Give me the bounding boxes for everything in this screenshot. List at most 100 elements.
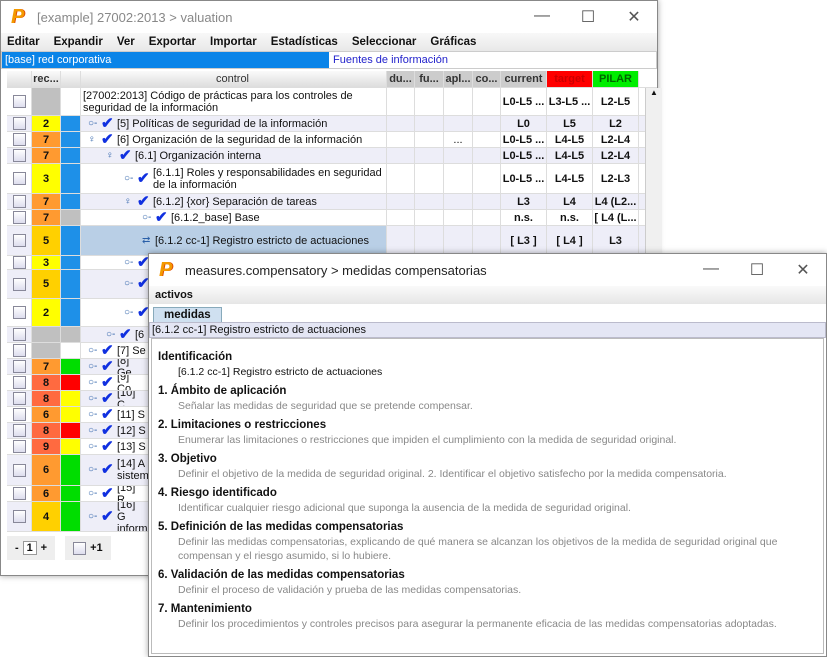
level-stepper: - 1 + [7,536,56,560]
key-icon[interactable]: ○- [88,424,98,436]
menu-seleccionar[interactable]: Seleccionar [351,36,417,48]
row-checkbox[interactable] [12,510,26,523]
key-icon[interactable]: ○- [88,376,98,388]
row-checkbox[interactable] [12,424,26,437]
key-icon[interactable]: ○- [124,256,134,268]
key-icon[interactable]: ○- [124,172,134,184]
header-du[interactable]: du... [387,71,415,87]
header-target[interactable]: target [547,71,593,87]
menu-expandir[interactable]: Expandir [53,36,103,48]
close-button[interactable]: ✕ [627,9,641,26]
compensatory-link-icon[interactable]: ⇄ [142,234,151,246]
menu-editar[interactable]: Editar [7,36,40,48]
header-control[interactable]: control [81,71,387,87]
key-icon[interactable]: ○- [88,392,98,404]
key-icon[interactable]: ○- [88,487,98,499]
row-checkbox[interactable] [12,360,26,373]
header-select[interactable] [7,71,32,87]
table-row[interactable]: 7 ♀ ✔ [6.1.2] {xor} Separación de tareas L… [7,194,657,210]
key-icon[interactable]: ○- [142,211,152,223]
row-checkbox[interactable] [12,408,26,421]
rec-value: 3 [32,256,61,269]
decrement-button[interactable]: - [15,542,19,554]
close-button[interactable]: ✕ [796,262,810,279]
key-icon[interactable]: ○- [124,278,134,289]
plus-one-checkbox[interactable] [73,541,87,555]
tab-medidas[interactable]: medidas [153,307,222,322]
current-cell: L0 [501,116,547,131]
increment-button[interactable]: + [40,542,48,554]
status-color [61,327,81,342]
control-name: [12] S [117,424,146,437]
key-icon[interactable]: ○- [88,464,98,475]
table-row[interactable]: [27002:2013] Código de prácticas para lo… [7,88,657,116]
menu-estadisticas[interactable]: Estadísticas [270,36,338,48]
row-checkbox[interactable] [12,195,26,208]
table-row[interactable]: 5 ⇄ [6.1.2 cc-1] Registro estricto de act… [7,226,657,256]
key-icon[interactable]: ○- [88,440,98,452]
row-checkbox[interactable] [12,117,26,130]
minimize-button[interactable]: — [534,7,550,24]
row-checkbox[interactable] [12,211,26,224]
header-pilar[interactable]: PILAR [593,71,639,87]
table-row[interactable]: 2 ○- ✔ [5] Políticas de seguridad de la in… [7,116,657,132]
status-color [61,299,81,326]
menu-activos[interactable]: activos [149,286,826,304]
key-icon[interactable]: ○- [124,306,134,318]
rec-value: 4 [32,502,61,531]
tab-fuentes-de-informacion[interactable]: Fuentes de información [333,54,448,66]
row-checkbox[interactable] [12,256,26,269]
key-icon[interactable]: ○- [88,117,98,129]
header-apl[interactable]: apl... [444,71,473,87]
row-checkbox[interactable] [12,95,26,108]
plus-one-toggle[interactable]: +1 [65,536,111,560]
header-rec[interactable]: rec... [32,71,61,87]
table-row[interactable]: 7 ♀ ✔ [6] Organización de la seguridad de … [7,132,657,148]
row-checkbox[interactable] [12,172,26,185]
table-row[interactable]: 7 ○- ✔ [6.1.2_base] Base n.s. n.s. [ L4 (L… [7,210,657,226]
row-checkbox[interactable] [12,463,26,477]
key-icon[interactable]: ○- [88,408,98,420]
key-icon[interactable]: ○- [88,344,98,356]
apl-cell [444,226,473,255]
node-expand-icon[interactable]: ♀ [88,133,96,145]
rec-value [32,327,61,342]
key-icon[interactable]: ○- [106,328,116,340]
menu-ver[interactable]: Ver [116,36,135,48]
menu-importar[interactable]: Importar [210,36,257,48]
scroll-up-icon[interactable]: ▲ [650,88,658,97]
level-input[interactable]: 1 [22,541,37,555]
maximize-button[interactable]: ☐ [580,9,596,26]
row-checkbox[interactable] [12,234,26,247]
node-expand-icon[interactable]: ♀ [106,149,114,161]
row-checkbox[interactable] [12,376,26,389]
maximize-button[interactable]: ☐ [749,262,765,279]
header-current[interactable]: current [501,71,547,87]
row-checkbox[interactable] [12,392,26,405]
row-checkbox[interactable] [12,487,26,500]
target-cell: L4-L5 [547,148,593,163]
minimize-button[interactable]: — [703,260,719,277]
row-checkbox[interactable] [12,440,26,453]
row-checkbox[interactable] [12,306,26,319]
row-checkbox[interactable] [12,328,26,341]
header-color[interactable] [61,71,81,87]
table-row[interactable]: 7 ♀ ✔ [6.1] Organización interna L0-L5 ...… [7,148,657,164]
measure-details: Identificación [6.1.2 cc-1] Registro estr… [151,338,824,654]
menu-exportar[interactable]: Exportar [148,36,197,48]
row-checkbox[interactable] [12,344,26,357]
tab-base-red-corporativa[interactable]: [base] red corporativa [2,52,329,68]
menu-graficas[interactable]: Gráficas [430,36,477,48]
table-row[interactable]: 3 ○- ✔ [6.1.1] Roles y responsabilidades e… [7,164,657,194]
node-expand-icon[interactable]: ♀ [124,195,132,207]
apl-cell [444,148,473,163]
row-checkbox[interactable] [12,277,26,291]
key-icon[interactable]: ○- [88,360,98,372]
header-fu[interactable]: fu... [415,71,444,87]
key-icon[interactable]: ○- [88,510,98,522]
row-checkbox[interactable] [12,149,26,162]
status-color [61,270,81,298]
co-cell [473,116,501,131]
header-co[interactable]: co... [473,71,501,87]
row-checkbox[interactable] [12,133,26,146]
